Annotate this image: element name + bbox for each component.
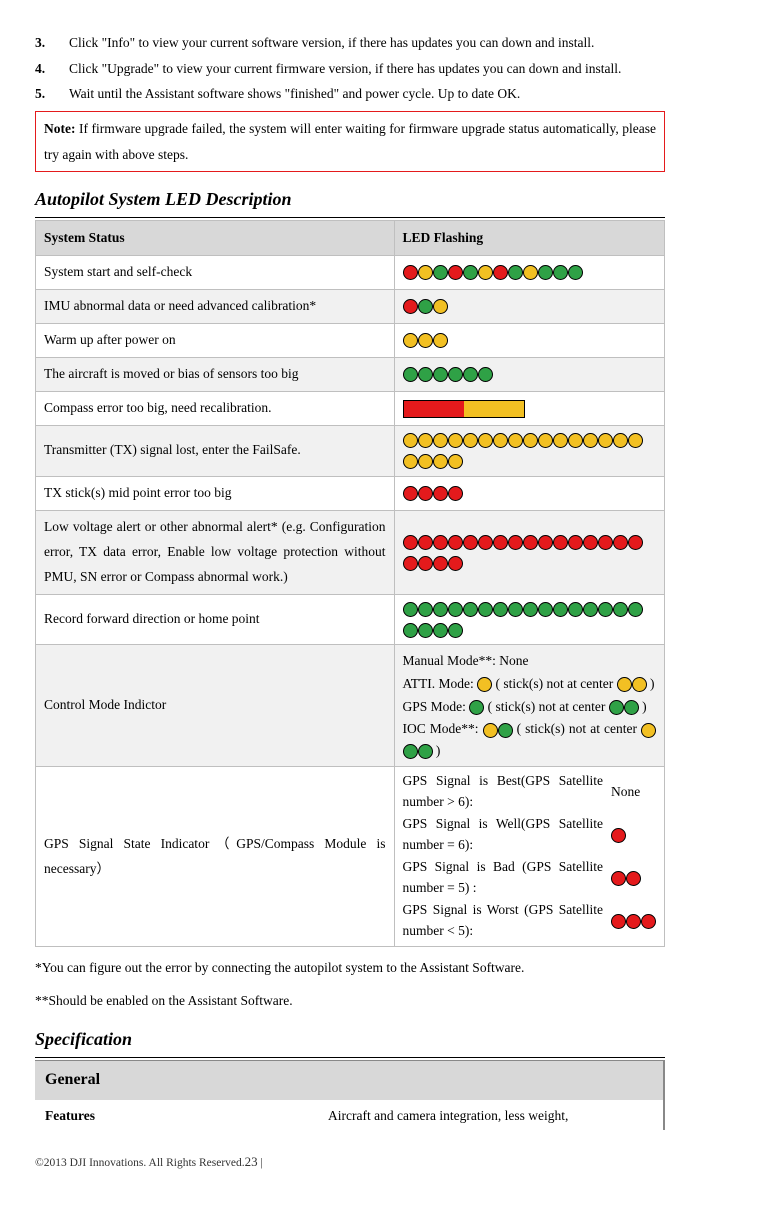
led-flash — [394, 391, 664, 425]
led-row: Low voltage alert or other abnormal aler… — [36, 510, 665, 594]
step-text: Wait until the Assistant software shows … — [69, 81, 520, 107]
led-row: System start and self-check — [36, 256, 665, 290]
led-status: Compass error too big, need recalibratio… — [36, 391, 395, 425]
step-5: 5. Wait until the Assistant software sho… — [35, 81, 665, 107]
led-status: TX stick(s) mid point error too big — [36, 476, 395, 510]
led-flash — [394, 290, 664, 324]
heading-led: Autopilot System LED Description — [35, 182, 665, 218]
led-flash — [394, 357, 664, 391]
footnote-2: **Should be enabled on the Assistant Sof… — [35, 988, 665, 1014]
led-row: Transmitter (TX) signal lost, enter the … — [36, 425, 665, 476]
step-num: 4. — [35, 56, 69, 82]
footer: ©2013 DJI Innovations. All Rights Reserv… — [35, 1150, 665, 1175]
note-text: If firmware upgrade failed, the system w… — [44, 121, 656, 162]
spec-val: Aircraft and camera integration, less we… — [318, 1100, 664, 1130]
note-box: Note: If firmware upgrade failed, the sy… — [35, 111, 665, 172]
led-status: The aircraft is moved or bias of sensors… — [36, 357, 395, 391]
led-flash — [394, 256, 664, 290]
led-status: Transmitter (TX) signal lost, enter the … — [36, 425, 395, 476]
led-row: Warm up after power on — [36, 323, 665, 357]
gps-best-label: GPS Signal is Best(GPS Satellite number … — [403, 771, 603, 813]
gps-bad-dots — [611, 868, 656, 889]
mode-atti: ATTI. Mode: ( stick(s) not at center ) — [403, 673, 656, 695]
step-4: 4. Click "Upgrade" to view your current … — [35, 56, 665, 82]
led-flash: Manual Mode**: None ATTI. Mode: ( stick(… — [394, 645, 664, 767]
spec-table: General Features Aircraft and camera int… — [35, 1060, 665, 1130]
mode-gps: GPS Mode: ( stick(s) not at center ) — [403, 696, 656, 718]
led-row: GPS Signal State Indicator（GPS/Compass M… — [36, 767, 665, 946]
compass-bar-icon — [403, 400, 525, 418]
step-num: 3. — [35, 30, 69, 56]
led-status: Low voltage alert or other abnormal aler… — [36, 510, 395, 594]
mode-manual: Manual Mode**: None — [403, 650, 656, 672]
gps-best-val: None — [611, 782, 656, 803]
mode-ioc: IOC Mode**: ( stick(s) not at center ) — [403, 718, 656, 761]
led-flash: GPS Signal is Best(GPS Satellite number … — [394, 767, 664, 946]
led-row: Control Mode Indictor Manual Mode**: Non… — [36, 645, 665, 767]
gps-worst-label: GPS Signal is Worst (GPS Satellite numbe… — [403, 900, 603, 942]
led-row: IMU abnormal data or need advanced calib… — [36, 290, 665, 324]
step-text: Click "Upgrade" to view your current fir… — [69, 56, 621, 82]
spec-label: Features — [35, 1100, 318, 1130]
led-status: System start and self-check — [36, 256, 395, 290]
led-flash — [394, 425, 664, 476]
note-label: Note: — [44, 121, 75, 136]
led-flash — [394, 476, 664, 510]
footnote-1: *You can figure out the error by connect… — [35, 955, 665, 981]
led-status: Record forward direction or home point — [36, 594, 395, 645]
copyright: ©2013 DJI Innovations. All Rights Reserv… — [35, 1157, 245, 1169]
led-status: IMU abnormal data or need advanced calib… — [36, 290, 395, 324]
led-table: System Status LED Flashing System start … — [35, 220, 665, 946]
led-status: GPS Signal State Indicator（GPS/Compass M… — [36, 767, 395, 946]
step-3: 3. Click "Info" to view your current sof… — [35, 30, 665, 56]
step-num: 5. — [35, 81, 69, 107]
gps-well-label: GPS Signal is Well(GPS Satellite number … — [403, 814, 603, 856]
gps-worst-dots — [611, 910, 656, 931]
led-row: The aircraft is moved or bias of sensors… — [36, 357, 665, 391]
led-flash — [394, 594, 664, 645]
page-number: 23 — [245, 1154, 258, 1169]
led-flash — [394, 323, 664, 357]
led-row: Compass error too big, need recalibratio… — [36, 391, 665, 425]
heading-spec: Specification — [35, 1022, 665, 1058]
th-status: System Status — [36, 221, 395, 256]
led-row: TX stick(s) mid point error too big — [36, 476, 665, 510]
led-status: Control Mode Indictor — [36, 645, 395, 767]
step-text: Click "Info" to view your current softwa… — [69, 30, 594, 56]
spec-section: General — [35, 1061, 664, 1100]
th-flash: LED Flashing — [394, 221, 664, 256]
footer-pipe: | — [258, 1157, 263, 1169]
led-row: Record forward direction or home point — [36, 594, 665, 645]
led-flash — [394, 510, 664, 594]
led-status: Warm up after power on — [36, 323, 395, 357]
gps-bad-label: GPS Signal is Bad (GPS Satellite number … — [403, 857, 603, 899]
gps-well-dots — [611, 825, 656, 846]
